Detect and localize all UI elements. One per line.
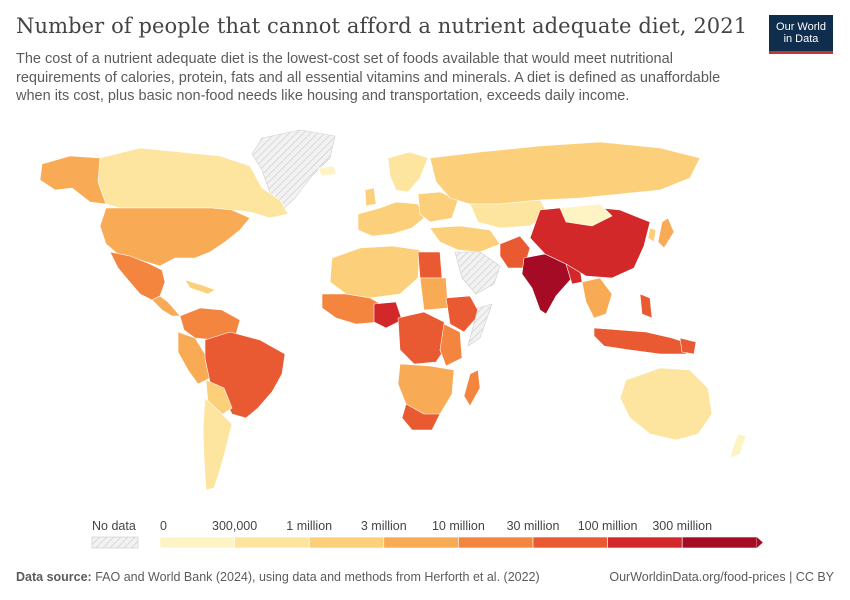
footer-right: OurWorldinData.org/food-prices | CC BY	[609, 570, 834, 584]
country-uk[interactable]	[364, 187, 377, 207]
logo-line-1: Our World	[776, 21, 826, 33]
country-iceland[interactable]	[317, 165, 337, 177]
legend-tick-label-2: 1 million	[286, 519, 332, 533]
region-horn-of-africa[interactable]	[445, 295, 481, 333]
legend-no-data-label: No data	[92, 519, 136, 533]
region-peru[interactable]	[177, 331, 211, 385]
region-central-africa[interactable]	[397, 311, 449, 365]
region-korea[interactable]	[647, 227, 657, 243]
region-central-america[interactable]	[151, 295, 181, 317]
source-text: FAO and World Bank (2024), using data an…	[95, 570, 540, 584]
country-nigeria[interactable]	[373, 301, 403, 329]
legend-tick-label-0: 0	[160, 519, 167, 533]
country-madagascar[interactable]	[463, 369, 481, 407]
region-north-africa[interactable]	[329, 245, 421, 299]
country-indonesia[interactable]	[593, 327, 691, 355]
legend-tick-label-3: 3 million	[361, 519, 407, 533]
region-middle-east[interactable]	[429, 225, 501, 253]
region-scandinavia[interactable]	[387, 151, 429, 193]
legend-tick-labels: 0 300,000 1 million 3 million 10 million 30 m…	[160, 519, 712, 533]
license-text[interactable]: CC BY	[795, 570, 834, 584]
legend-bin-5[interactable]	[532, 536, 608, 549]
map-legend: No data 0 300,000 1 million 3 million 10 mil…	[91, 519, 763, 549]
legend-bin-7[interactable]	[681, 536, 758, 549]
footer: Data source: FAO and World Bank (2024), …	[16, 570, 834, 584]
legend-tick-label-7: 300 million	[652, 519, 712, 533]
country-alaska[interactable]	[39, 155, 107, 205]
legend-tick-label-4: 10 million	[432, 519, 485, 533]
country-philippines[interactable]	[639, 293, 653, 319]
legend-bin-0[interactable]	[159, 536, 235, 549]
country-new-zealand[interactable]	[729, 433, 747, 459]
country-south-africa[interactable]	[401, 403, 441, 431]
legend-arrow-tip	[756, 537, 763, 548]
world-map[interactable]	[0, 118, 850, 518]
legend-tick-label-6: 100 million	[578, 519, 638, 533]
country-japan[interactable]	[657, 217, 675, 249]
legend-bin-3[interactable]	[383, 536, 459, 549]
legend-tick-label-5: 30 million	[507, 519, 560, 533]
chart-title: Number of people that cannot afford a nu…	[16, 14, 748, 38]
source-link[interactable]: OurWorldinData.org/food-prices	[609, 570, 786, 584]
legend-bin-6[interactable]	[607, 536, 683, 549]
chart-subtitle: The cost of a nutrient adequate diet is …	[16, 51, 721, 104]
country-somalia[interactable]	[467, 303, 493, 347]
legend-no-data-swatch	[91, 536, 139, 549]
region-southeast-asia[interactable]	[581, 277, 613, 319]
region-caribbean[interactable]	[184, 279, 216, 295]
region-argentina[interactable]	[202, 397, 233, 491]
country-greenland[interactable]	[251, 129, 336, 211]
region-western-europe[interactable]	[357, 201, 425, 237]
legend-no-data[interactable]: No data	[91, 519, 139, 549]
region-sudan[interactable]	[419, 277, 449, 311]
region-arabia[interactable]	[454, 251, 501, 295]
country-mongolia[interactable]	[559, 203, 613, 227]
country-china[interactable]	[529, 205, 651, 279]
source-label: Data source:	[16, 570, 92, 584]
legend-tick-label-1: 300,000	[212, 519, 257, 533]
country-canada[interactable]	[97, 147, 289, 219]
country-russia[interactable]	[429, 141, 701, 205]
owid-logo[interactable]: Our World in Data	[769, 15, 833, 54]
logo-line-2: in Data	[783, 33, 819, 45]
country-usa[interactable]	[99, 207, 251, 267]
region-east-africa[interactable]	[439, 323, 463, 367]
legend-bin-4[interactable]	[458, 536, 534, 549]
country-australia[interactable]	[619, 367, 713, 441]
legend-bin-1[interactable]	[234, 536, 310, 549]
region-eastern-europe[interactable]	[417, 191, 459, 223]
country-egypt[interactable]	[417, 251, 443, 279]
country-png[interactable]	[679, 337, 697, 355]
legend-color-bins[interactable]	[159, 536, 763, 549]
legend-bin-2[interactable]	[308, 536, 385, 549]
